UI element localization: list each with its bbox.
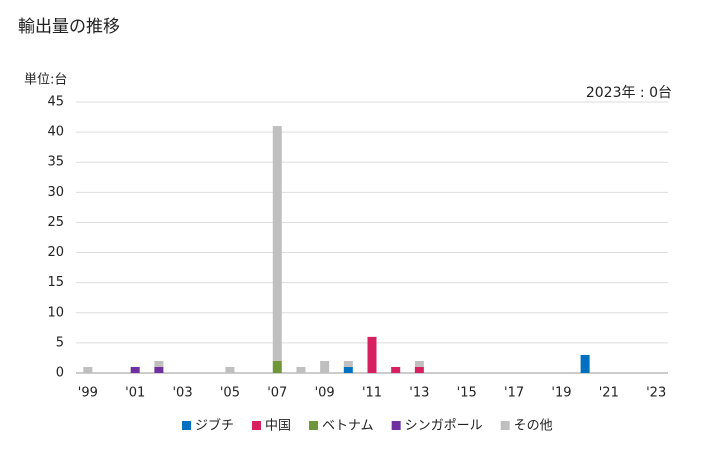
bar — [343, 360, 353, 367]
y-tick-label: 30 — [47, 185, 64, 200]
legend-swatch — [500, 421, 510, 430]
unit-label: 単位:台 — [24, 72, 67, 88]
y-tick-label: 10 — [47, 305, 64, 320]
x-tick-label: '19 — [551, 386, 571, 401]
bar — [296, 366, 306, 373]
legend-label: 中国 — [265, 419, 291, 434]
x-tick-label: '21 — [599, 386, 619, 401]
legend-swatch — [309, 421, 319, 430]
annotation: 2023年 : 0台 — [586, 85, 672, 101]
x-tick-label: '23 — [646, 386, 666, 401]
bar — [320, 360, 330, 373]
bar — [343, 366, 353, 373]
y-tick-label: 25 — [47, 215, 64, 230]
bar — [154, 360, 164, 367]
chart-title: 輸出量の推移 — [18, 17, 120, 37]
x-tick-label: '03 — [172, 386, 192, 401]
bar — [272, 126, 282, 361]
legend-swatch — [391, 421, 401, 430]
legend-label: シンガポール — [405, 419, 483, 434]
legend-label: ベトナム — [322, 419, 374, 434]
bar — [154, 366, 164, 373]
y-tick-label: 40 — [47, 125, 64, 140]
bar — [391, 366, 401, 373]
bar — [580, 354, 590, 373]
legend-swatch — [252, 421, 262, 430]
x-tick-label: '17 — [504, 386, 524, 401]
y-tick-label: 20 — [47, 245, 64, 260]
x-tick-label: '11 — [362, 386, 382, 401]
x-tick-label: '13 — [409, 386, 429, 401]
bar — [225, 366, 235, 373]
y-tick-label: 0 — [56, 366, 64, 381]
x-tick-label: '01 — [125, 386, 145, 401]
bar — [414, 360, 424, 367]
bar — [272, 360, 282, 373]
bar — [414, 366, 424, 373]
y-tick-label: 35 — [47, 155, 64, 170]
legend-swatch — [182, 421, 191, 430]
x-tick-label: '07 — [267, 386, 287, 401]
legend-label: ジブチ — [195, 418, 234, 434]
y-tick-label: 45 — [47, 95, 64, 110]
y-tick-label: 15 — [47, 275, 64, 290]
x-tick-label: '99 — [78, 386, 98, 401]
x-tick-label: '05 — [220, 386, 240, 401]
x-tick-label: '09 — [315, 386, 335, 401]
bar — [130, 366, 140, 373]
legend-label: その他 — [514, 419, 553, 434]
bar — [83, 366, 93, 373]
y-tick-label: 5 — [56, 335, 64, 350]
bar — [367, 336, 377, 373]
x-tick-label: '15 — [457, 386, 477, 401]
